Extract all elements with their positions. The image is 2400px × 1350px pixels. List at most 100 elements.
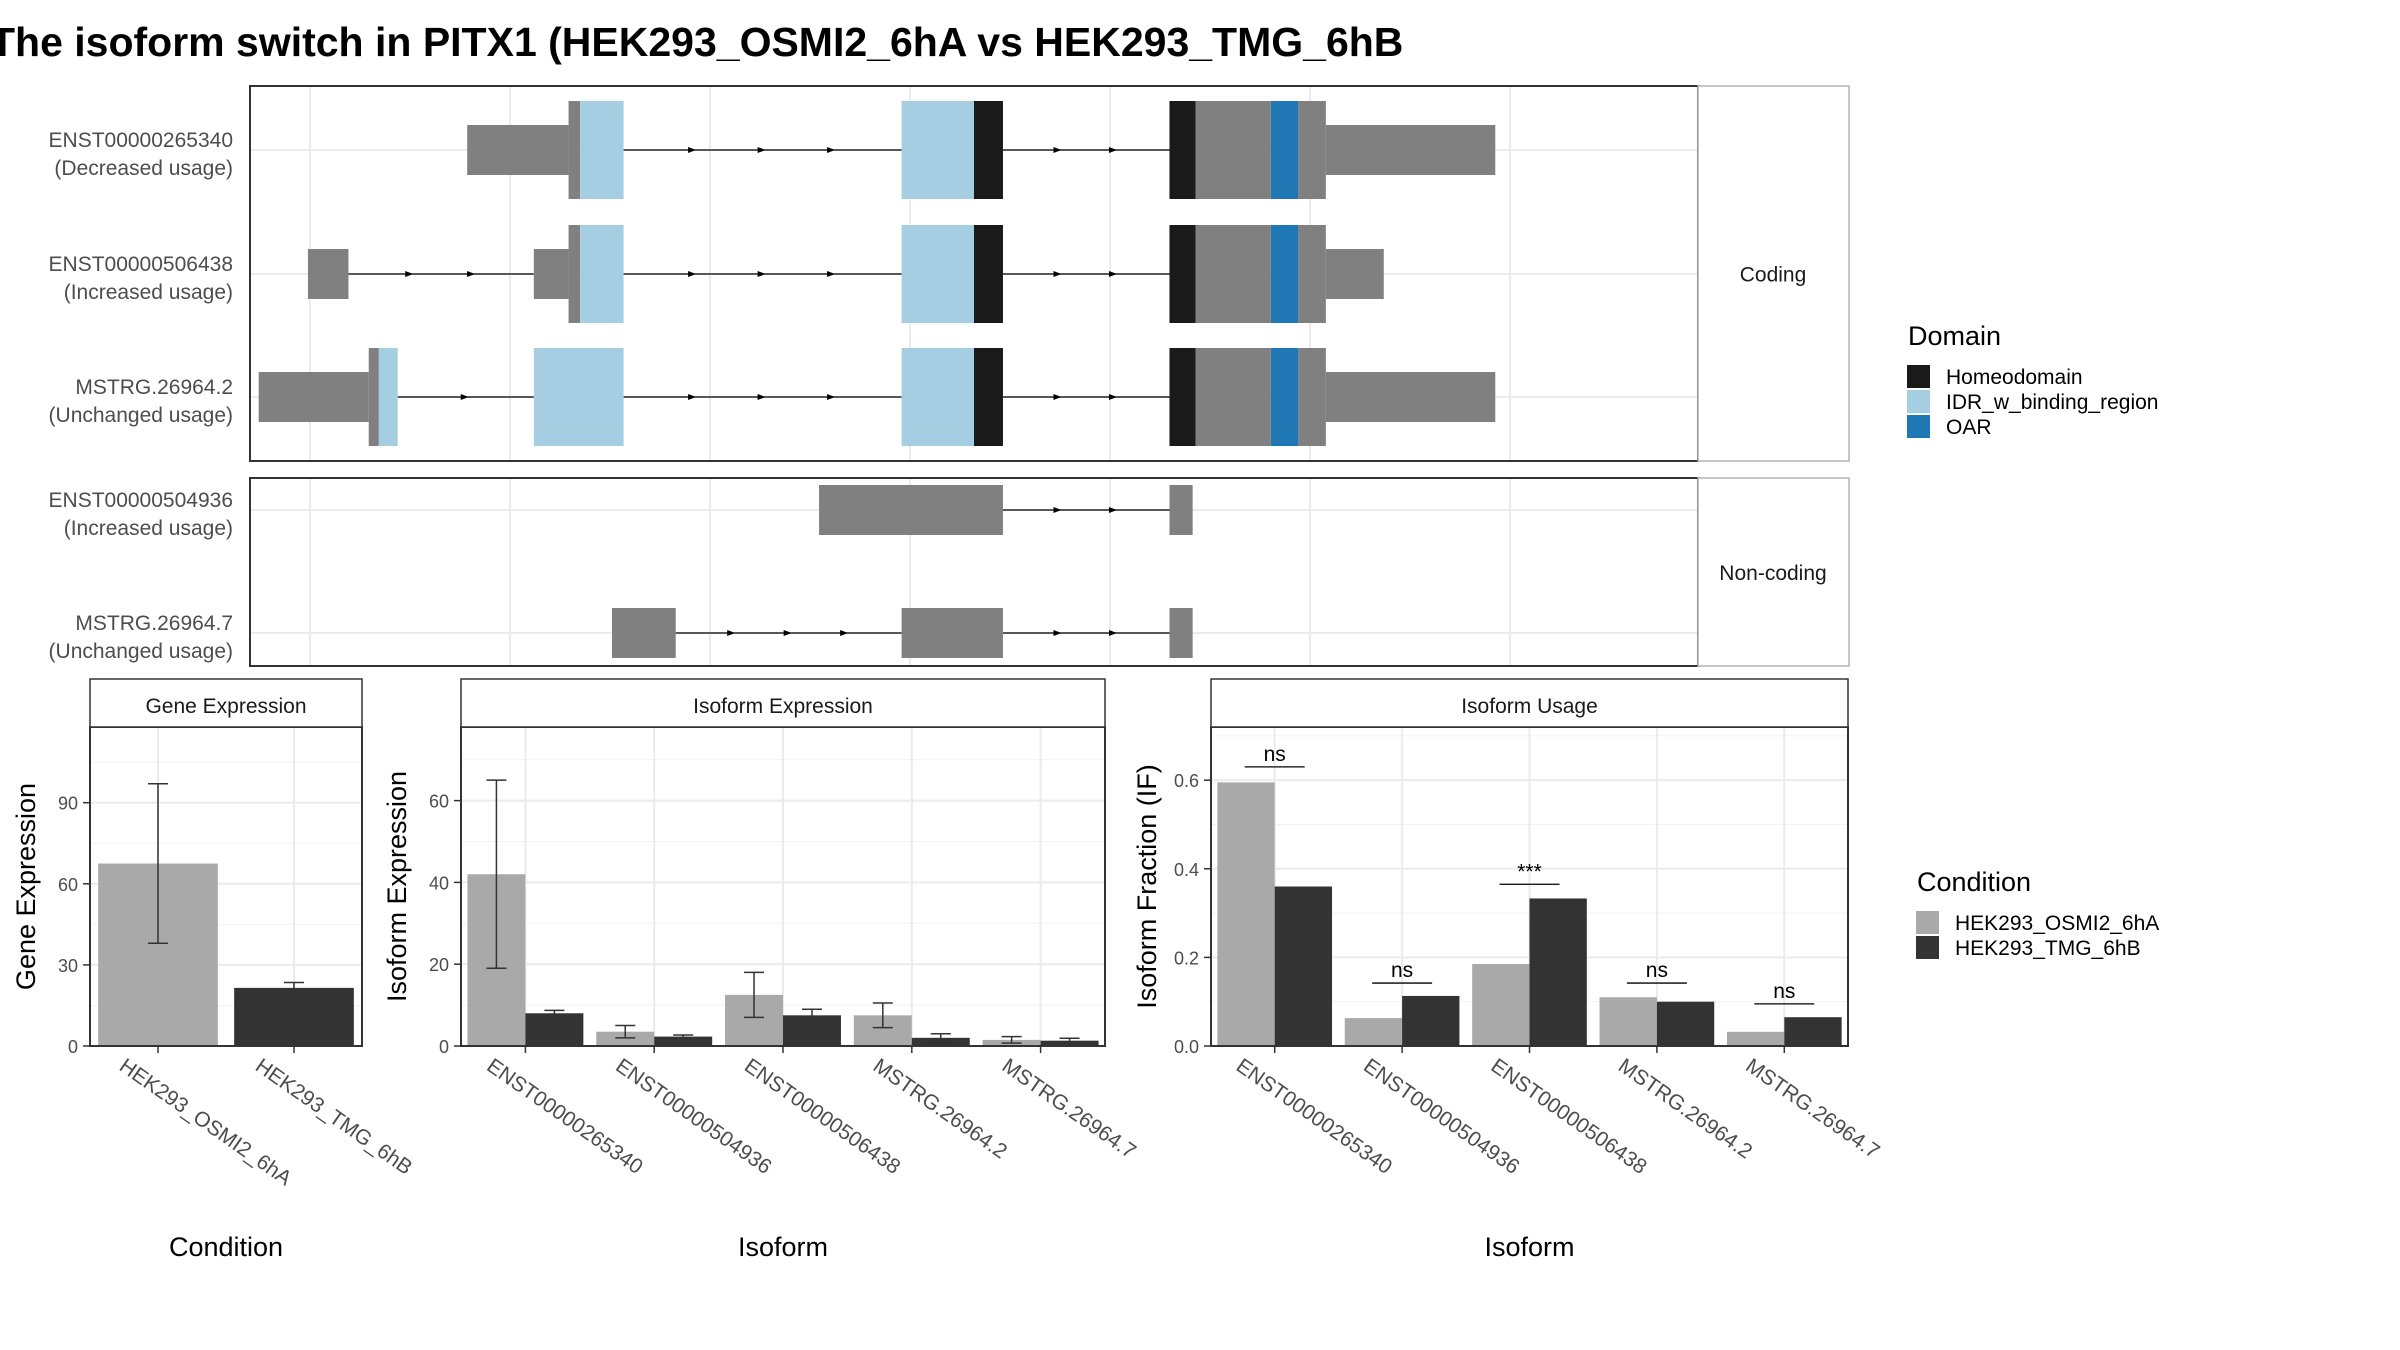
exon-block <box>1169 485 1193 535</box>
domain-block <box>974 225 1003 323</box>
y-tick-label: 40 <box>429 873 449 893</box>
y-tick-label: 90 <box>58 794 78 814</box>
bar <box>1217 782 1275 1046</box>
exon-block <box>307 249 349 299</box>
facet-coding: Coding <box>249 85 1850 462</box>
domain-block <box>1169 225 1196 323</box>
intron-arrow <box>1053 271 1062 277</box>
bar <box>234 987 354 1046</box>
y-tick-label: 0.2 <box>1174 948 1199 968</box>
bar <box>1274 886 1333 1046</box>
domain-block <box>1270 225 1299 323</box>
exon-block <box>368 348 379 446</box>
intron-arrow <box>688 394 697 400</box>
legend-label: IDR_w_binding_region <box>1946 391 2158 414</box>
exon-block <box>1195 101 1271 199</box>
exon-block <box>467 125 569 175</box>
y-tick-label: 20 <box>429 955 449 975</box>
y-tick-label: 60 <box>58 875 78 895</box>
domain-block <box>974 101 1003 199</box>
panel-strip <box>89 678 363 728</box>
intron-arrow <box>1108 147 1117 153</box>
panel-strip <box>1210 678 1849 728</box>
error-bar <box>544 1009 565 1017</box>
bar <box>525 1013 584 1046</box>
domain-block <box>1270 101 1299 199</box>
intron-arrow <box>827 394 836 400</box>
facet-non-coding: Non-coding <box>249 477 1850 667</box>
intron-arrow <box>1053 630 1062 636</box>
y-tick-label: 30 <box>58 956 78 976</box>
isoform-track <box>467 101 1496 199</box>
domain-block <box>1169 348 1196 446</box>
exon-block <box>1298 225 1326 323</box>
exon-block <box>568 101 581 199</box>
domain-block <box>901 348 974 446</box>
error-bar <box>148 783 168 945</box>
x-axis-title: Isoform <box>738 1232 828 1262</box>
bar <box>1656 1001 1715 1046</box>
x-tick-label: MSTRG.26964.2 <box>869 1054 1011 1163</box>
domain-block <box>580 101 624 199</box>
exon-block <box>1298 101 1326 199</box>
x-tick-label: MSTRG.26964.7 <box>1741 1054 1883 1163</box>
y-axis-title: Gene Expression <box>11 783 41 990</box>
significance-label: ns <box>1391 959 1413 982</box>
legend-title: Condition <box>1917 867 2031 897</box>
panel-strip-label: Gene Expression <box>145 695 306 718</box>
isoform-id-label: MSTRG.26964.2 <box>75 376 233 399</box>
facet-strip-label: Coding <box>1740 264 1807 287</box>
intron-arrow <box>1053 507 1062 513</box>
y-tick-label: 0.4 <box>1174 860 1199 880</box>
intron-arrow <box>405 271 414 277</box>
bar <box>1784 1017 1842 1046</box>
figure-title: The isoform switch in PITX1 (HEK293_OSMI… <box>0 19 1403 65</box>
error-bar <box>930 1032 951 1043</box>
intron-arrow <box>1108 507 1117 513</box>
facet-strip <box>1697 85 1850 462</box>
error-bar <box>744 971 765 1019</box>
domain-block <box>580 225 624 323</box>
bar <box>1344 1018 1403 1046</box>
isoform-id-label: ENST00000504936 <box>49 489 233 512</box>
legend-label: Homeodomain <box>1946 366 2083 389</box>
intron-arrow <box>1108 630 1117 636</box>
bar <box>1529 898 1587 1046</box>
domain-block <box>1169 101 1196 199</box>
error-bar <box>615 1024 636 1039</box>
domain-block <box>1270 348 1299 446</box>
bar <box>596 1031 655 1046</box>
exon-block <box>1325 249 1384 299</box>
legend-swatch <box>1907 390 1930 413</box>
gene-structure-plot: Coding ENST00000265340 (Decreased usage) EN… <box>49 85 1850 667</box>
bar <box>654 1036 713 1046</box>
intron-arrow <box>1108 394 1117 400</box>
error-bar <box>1001 1035 1022 1044</box>
intron-arrow <box>1108 271 1117 277</box>
error-bar <box>284 981 304 995</box>
exon-block <box>1169 608 1193 658</box>
intron-arrow <box>1053 394 1062 400</box>
y-tick-label: 60 <box>429 792 449 812</box>
bar-chart-panels: Gene Expression0306090HEK293_OSMI2_6hAHE… <box>11 678 1884 1262</box>
exon-block <box>1325 372 1496 422</box>
x-axis-title: Condition <box>169 1232 283 1262</box>
bar-panel-isoform-expression: Isoform Expression0204060ENST00000265340… <box>382 678 1140 1262</box>
isoform-track <box>819 485 1193 535</box>
exon-block <box>612 608 676 658</box>
x-axis-title: Isoform <box>1484 1232 1574 1262</box>
legend-label: HEK293_OSMI2_6hA <box>1955 912 2159 935</box>
legend-label: OAR <box>1946 416 1992 439</box>
error-bar <box>801 1008 822 1023</box>
bar <box>1402 995 1460 1046</box>
legend-label: HEK293_TMG_6hB <box>1955 937 2141 960</box>
intron-arrow <box>757 271 766 277</box>
isoform-id-label: ENST00000506438 <box>49 253 233 276</box>
exon-block <box>819 485 1003 535</box>
intron-arrow <box>827 147 836 153</box>
isoform-id-label: ENST00000265340 <box>49 129 233 152</box>
isoform-status-label: (Unchanged usage) <box>49 404 233 427</box>
y-tick-label: 0 <box>439 1037 449 1057</box>
